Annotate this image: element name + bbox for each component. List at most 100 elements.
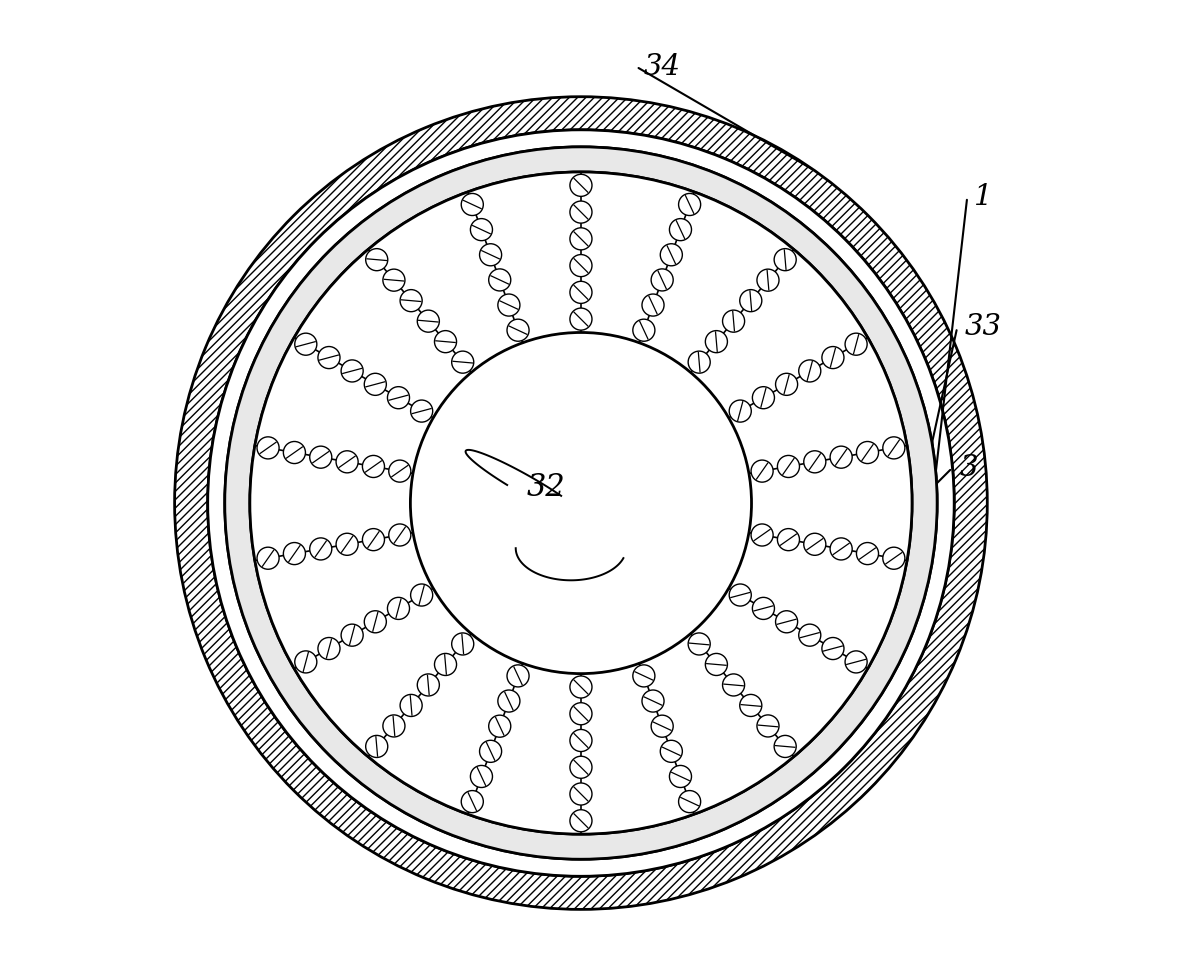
Circle shape: [336, 533, 358, 555]
Text: 32: 32: [527, 472, 565, 504]
Circle shape: [401, 290, 422, 311]
Circle shape: [341, 624, 364, 646]
Circle shape: [776, 611, 797, 632]
Circle shape: [660, 244, 682, 265]
Circle shape: [803, 451, 826, 472]
Circle shape: [362, 456, 385, 477]
Circle shape: [757, 269, 780, 291]
Circle shape: [570, 308, 592, 330]
Circle shape: [752, 386, 775, 409]
Circle shape: [740, 694, 762, 716]
Circle shape: [284, 441, 305, 464]
Circle shape: [651, 268, 673, 291]
Circle shape: [365, 373, 386, 395]
Circle shape: [570, 255, 592, 276]
Circle shape: [776, 373, 797, 395]
Circle shape: [318, 637, 340, 660]
Circle shape: [883, 548, 905, 569]
Circle shape: [751, 524, 774, 546]
Circle shape: [341, 360, 364, 382]
Circle shape: [822, 346, 844, 369]
Circle shape: [570, 227, 592, 250]
Circle shape: [757, 714, 780, 737]
Circle shape: [362, 529, 385, 550]
Circle shape: [366, 735, 387, 757]
Text: 3: 3: [960, 454, 977, 482]
Circle shape: [294, 651, 317, 672]
Circle shape: [570, 175, 592, 196]
Circle shape: [799, 624, 821, 646]
Circle shape: [777, 456, 800, 477]
Circle shape: [799, 360, 821, 382]
Circle shape: [670, 219, 691, 241]
Circle shape: [570, 703, 592, 725]
Circle shape: [471, 765, 492, 788]
Circle shape: [774, 249, 796, 270]
Text: 1: 1: [974, 183, 993, 211]
Circle shape: [633, 319, 654, 342]
Circle shape: [678, 791, 701, 813]
Circle shape: [857, 543, 879, 564]
Circle shape: [751, 460, 774, 482]
Circle shape: [722, 310, 745, 332]
Circle shape: [410, 584, 433, 606]
Circle shape: [678, 193, 701, 216]
Circle shape: [803, 533, 826, 555]
Circle shape: [740, 290, 762, 311]
Circle shape: [722, 673, 745, 696]
Circle shape: [383, 714, 405, 737]
Circle shape: [461, 193, 483, 216]
Circle shape: [452, 632, 473, 655]
Circle shape: [660, 740, 682, 762]
Circle shape: [336, 451, 358, 472]
Circle shape: [883, 437, 905, 459]
Circle shape: [570, 201, 592, 224]
Circle shape: [570, 783, 592, 805]
Text: 34: 34: [644, 53, 681, 81]
Circle shape: [498, 294, 520, 316]
Circle shape: [461, 791, 483, 813]
Circle shape: [489, 715, 511, 737]
Circle shape: [310, 446, 331, 468]
Circle shape: [570, 729, 592, 752]
Text: 33: 33: [964, 313, 1001, 342]
Circle shape: [706, 653, 727, 675]
Circle shape: [383, 269, 405, 291]
Circle shape: [651, 715, 673, 737]
Circle shape: [822, 637, 844, 660]
Circle shape: [830, 446, 852, 468]
Circle shape: [730, 584, 751, 606]
Circle shape: [389, 524, 411, 546]
Circle shape: [857, 441, 879, 464]
Circle shape: [845, 651, 867, 672]
Circle shape: [570, 676, 592, 698]
Circle shape: [257, 437, 279, 459]
Circle shape: [434, 331, 457, 352]
Circle shape: [366, 249, 387, 270]
Circle shape: [417, 310, 440, 332]
Circle shape: [294, 333, 317, 355]
Circle shape: [489, 268, 511, 291]
Circle shape: [257, 548, 279, 569]
Circle shape: [434, 653, 457, 675]
Circle shape: [670, 765, 691, 788]
Circle shape: [284, 543, 305, 564]
Circle shape: [410, 400, 433, 422]
Circle shape: [688, 632, 710, 655]
Circle shape: [688, 351, 710, 373]
Circle shape: [387, 386, 410, 409]
Circle shape: [401, 694, 422, 716]
Circle shape: [777, 529, 800, 550]
Circle shape: [642, 690, 664, 712]
Circle shape: [250, 172, 912, 834]
Circle shape: [752, 597, 775, 620]
Circle shape: [570, 810, 592, 832]
Circle shape: [507, 665, 529, 687]
Circle shape: [389, 460, 411, 482]
Circle shape: [507, 319, 529, 342]
Circle shape: [570, 756, 592, 778]
Circle shape: [452, 351, 473, 373]
Circle shape: [845, 333, 867, 355]
Circle shape: [387, 597, 410, 620]
Circle shape: [633, 665, 654, 687]
